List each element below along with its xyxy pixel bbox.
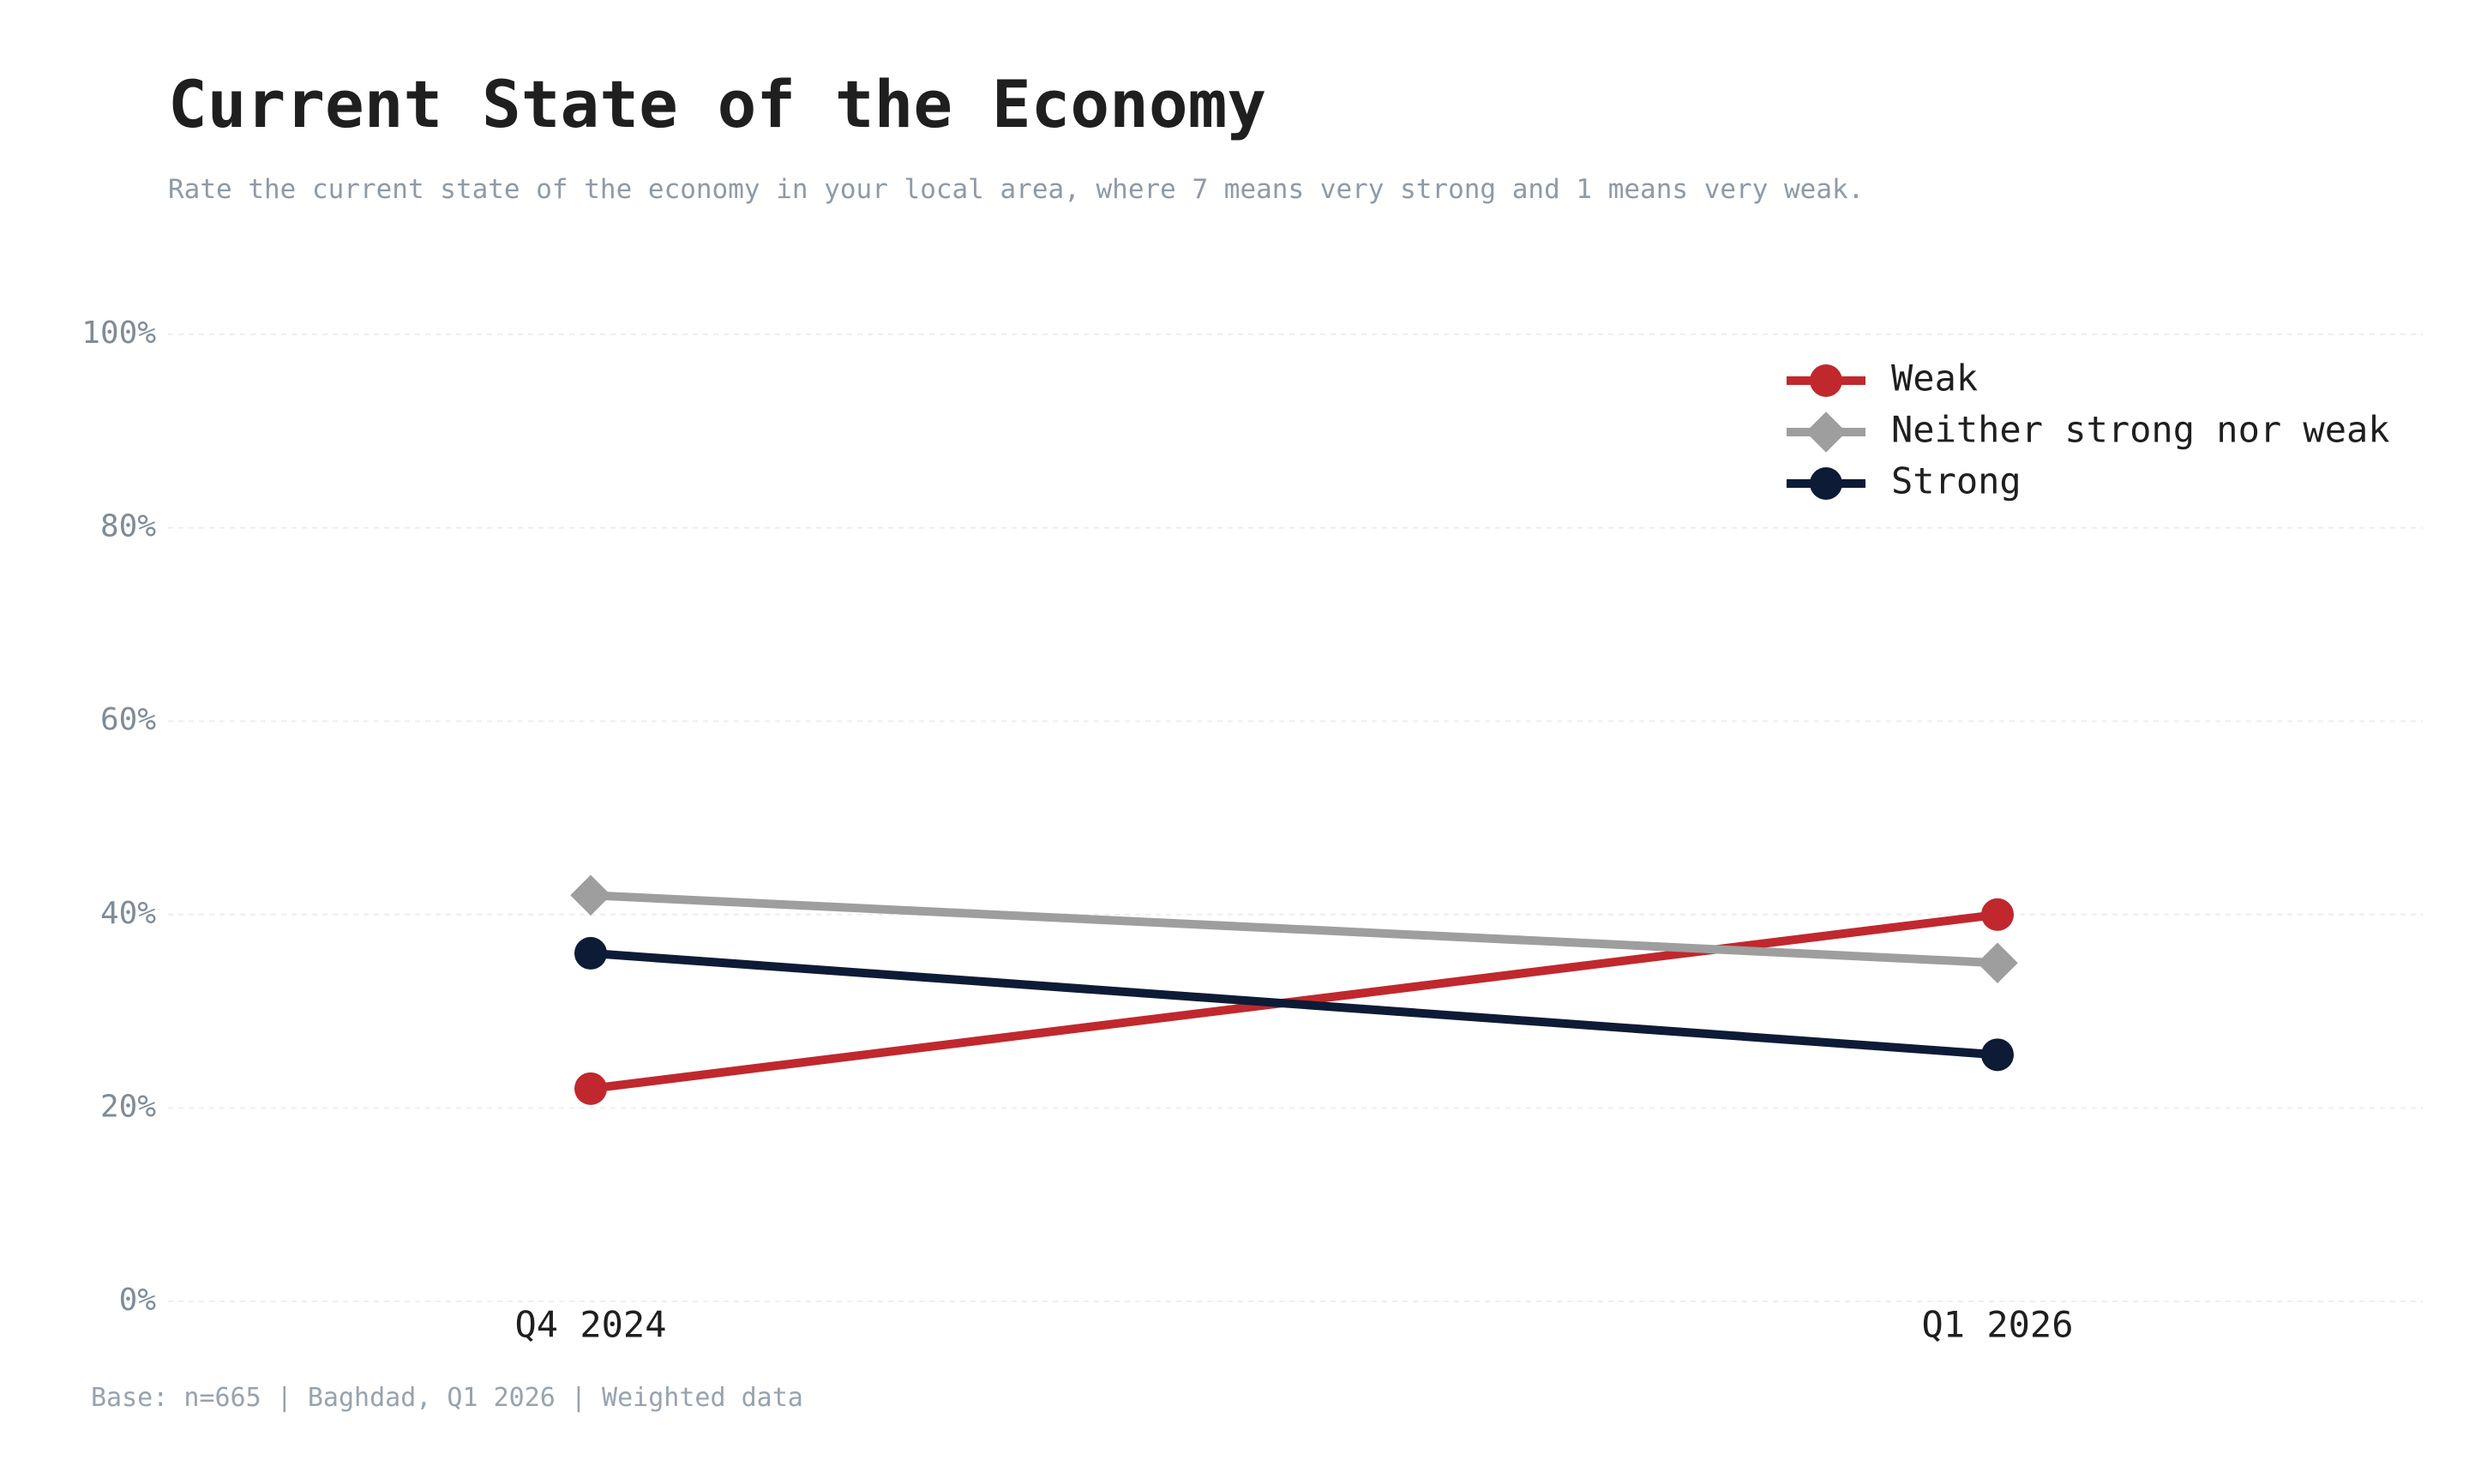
series-lines xyxy=(570,874,2018,1105)
series-strong xyxy=(574,936,2014,1072)
chart-title: Current State of the Economy xyxy=(168,66,1267,142)
y-tick-label: 0% xyxy=(119,1283,157,1318)
legend-marker-neither-strong-nor-weak xyxy=(1805,412,1847,453)
data-point-neither-strong-nor-weak xyxy=(1977,942,2018,983)
x-tick-label: Q1 2026 xyxy=(1921,1304,2073,1346)
y-tick-label: 100% xyxy=(81,315,156,351)
y-tick-label: 60% xyxy=(100,702,156,737)
chart-subtitle: Rate the current state of the economy in… xyxy=(168,174,1865,205)
series-neither-strong-nor-weak xyxy=(570,874,2018,983)
data-point-neither-strong-nor-weak xyxy=(570,874,611,916)
x-tick-label: Q4 2024 xyxy=(514,1304,666,1346)
legend: Weak Neither strong nor weak Strong xyxy=(1787,357,2390,502)
legend-item-weak: Weak xyxy=(1787,357,1978,400)
y-axis-ticks: 0% 20% 40% 60% 80% 100% xyxy=(81,315,156,1318)
data-point-weak xyxy=(1981,898,2014,931)
legend-item-strong: Strong xyxy=(1787,460,2021,502)
data-point-strong xyxy=(1981,1038,2014,1072)
data-point-strong xyxy=(574,936,607,970)
legend-marker-weak xyxy=(1810,364,1842,397)
legend-marker-strong xyxy=(1810,467,1842,500)
legend-item-neither-strong-nor-weak: Neither strong nor weak xyxy=(1787,409,2390,453)
legend-label: Neither strong nor weak xyxy=(1891,409,2390,451)
grid-lines xyxy=(168,333,2423,1302)
data-point-weak xyxy=(574,1072,607,1105)
series-line-strong xyxy=(590,948,1998,1060)
base-footnote: Base: n=665 | Baghdad, Q1 2026 | Weighte… xyxy=(91,1383,803,1413)
y-tick-label: 40% xyxy=(100,896,156,931)
legend-label: Weak xyxy=(1891,357,1978,400)
y-tick-label: 20% xyxy=(100,1089,156,1124)
x-axis-ticks: Q4 2024 Q1 2026 xyxy=(514,1304,2073,1346)
series-line-neither-strong-nor-weak xyxy=(590,891,1998,968)
y-tick-label: 80% xyxy=(100,509,156,544)
legend-label: Strong xyxy=(1891,460,2021,502)
